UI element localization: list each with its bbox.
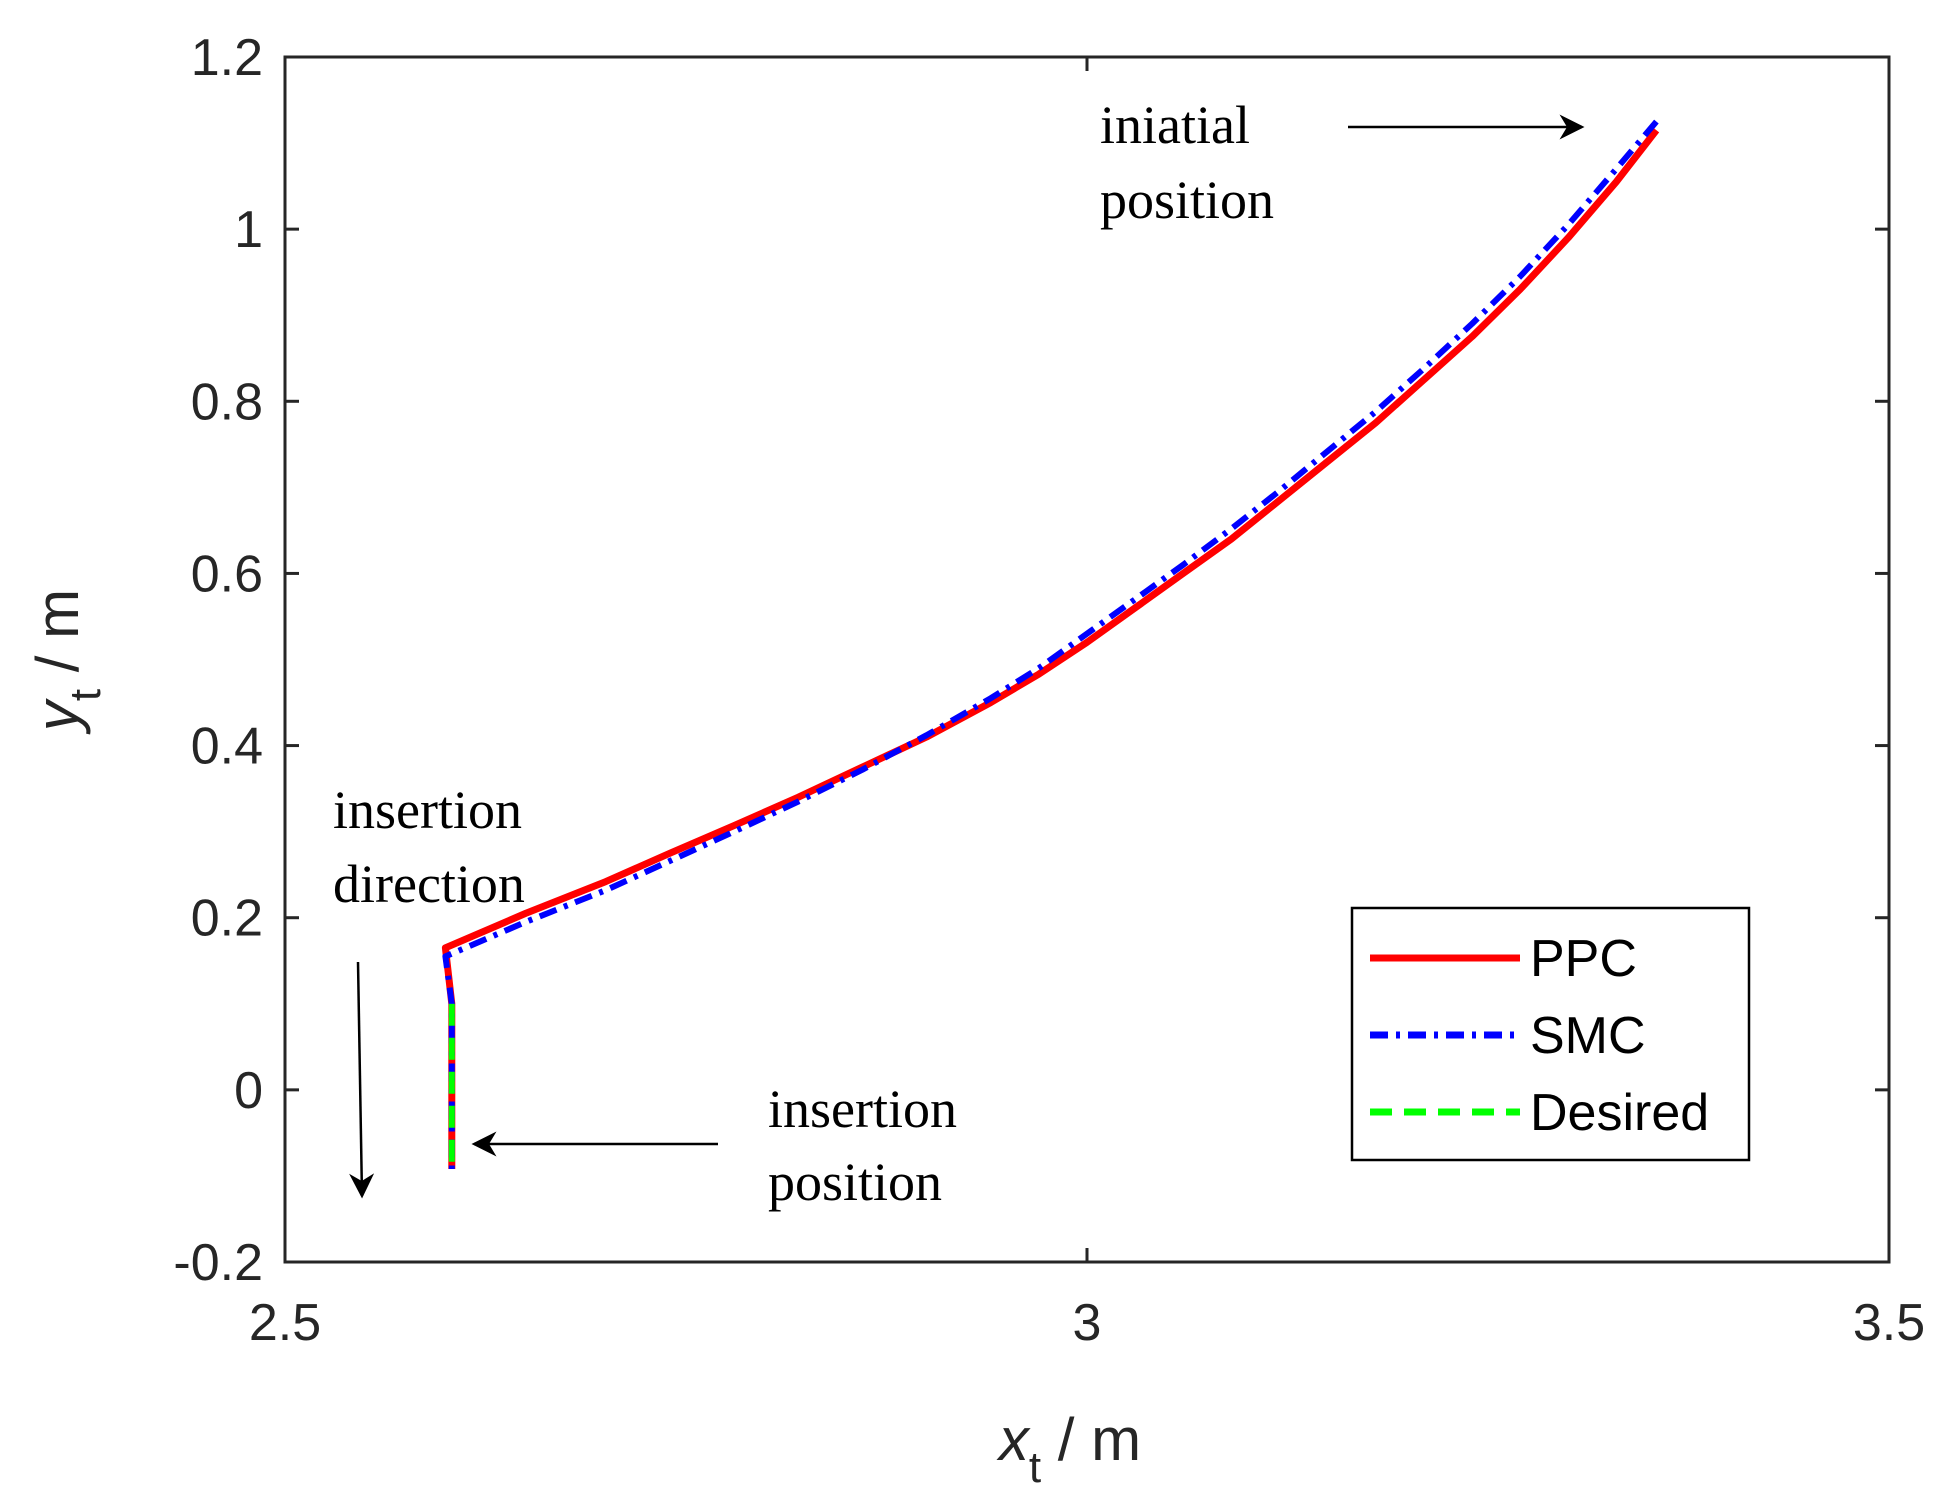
y-tick-label: 0.4 [191,718,263,776]
svg-text:position: position [1100,170,1274,230]
y-axis-label: yt / m [24,589,110,735]
svg-text:insertion: insertion [333,780,522,840]
x-tick-label: 3.5 [1853,1294,1925,1352]
x-axis-label: xt / m [996,1406,1141,1492]
annotation-insertion-direction: insertion direction [333,780,525,1199]
tick-layer [283,55,1891,1264]
legend-label-desired: Desired [1530,1084,1709,1142]
y-tick-label: 0.2 [191,890,263,948]
y-tick-label: 0.8 [191,373,263,431]
y-tick-label: 1.2 [191,29,263,87]
y-tick-labels: -0.2 0 0.2 0.4 0.6 0.8 1 1.2 [173,29,263,1292]
annotation-initial-position: iniatial position [1100,95,1585,230]
legend: PPC SMC Desired [1350,906,1751,1162]
svg-text:direction: direction [333,854,525,914]
y-tick-label: 1 [234,201,263,259]
y-tick-label: 0 [234,1062,263,1120]
legend-label-smc: SMC [1530,1007,1646,1065]
insertion-direction-arrow [349,961,375,1199]
y-tick-label: -0.2 [173,1234,263,1292]
series-line-smc [442,119,1659,1169]
legend-label-ppc: PPC [1530,930,1637,988]
series-line-ppc [441,128,1660,1169]
annotation-insertion-position: insertion position [471,1079,957,1212]
svg-text:insertion: insertion [768,1079,957,1139]
x-tick-labels: 2.5 3 3.5 [249,1294,1925,1352]
svg-text:position: position [768,1152,942,1212]
series-layer [441,119,1660,1169]
svg-text:iniatial: iniatial [1100,95,1250,155]
x-tick-label: 2.5 [249,1294,321,1352]
x-tick-label: 3 [1073,1294,1102,1352]
y-tick-label: 0.6 [191,545,263,603]
